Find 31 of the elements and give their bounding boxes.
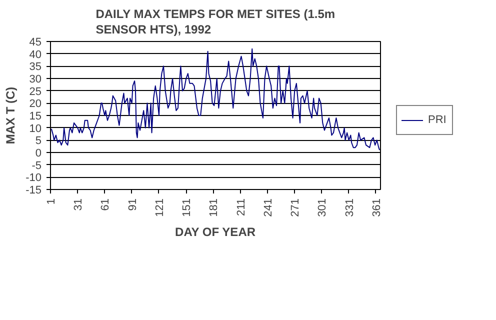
- y-tick-label: 10: [29, 122, 42, 135]
- legend-label: PRI: [428, 114, 448, 126]
- y-axis-title: MAX T (C): [4, 86, 18, 144]
- x-tick-label: 31: [72, 198, 85, 211]
- x-tick-label: 1: [46, 198, 58, 205]
- y-tick-label: 25: [29, 86, 42, 98]
- y-tick-label: 5: [35, 135, 42, 148]
- x-tick-label: 241: [262, 198, 274, 217]
- y-tick-label: 30: [29, 74, 42, 86]
- y-tick-label: -10: [26, 172, 42, 184]
- y-tick-label: 35: [29, 61, 42, 74]
- x-tick-label: 271: [290, 198, 302, 217]
- y-tick-label: 0: [35, 148, 42, 160]
- x-tick-label: 91: [126, 198, 139, 211]
- y-tick-label: 40: [29, 48, 42, 61]
- y-tick-label: -15: [26, 184, 42, 196]
- x-tick-label: 121: [154, 198, 166, 217]
- y-tick-label: 20: [29, 98, 42, 110]
- x-tick-label: 61: [100, 198, 112, 211]
- x-tick-label: 361: [370, 198, 383, 217]
- x-tick-label: 181: [208, 198, 220, 217]
- y-tick-label: 15: [29, 110, 42, 122]
- x-tick-label: 331: [344, 198, 356, 217]
- y-tick-label: 45: [29, 36, 42, 48]
- x-tick-label: 151: [181, 198, 194, 217]
- chart-title: DAILY MAX TEMPS FOR MET SITES (1.5m SENSOR HTS), 1992: [96, 7, 336, 36]
- line-series: [50, 48, 380, 151]
- x-tick-label: 301: [316, 198, 329, 217]
- y-tick-label: -5: [32, 160, 42, 172]
- x-tick-label: 211: [235, 198, 248, 216]
- x-axis-title: DAY OF YEAR: [175, 224, 256, 239]
